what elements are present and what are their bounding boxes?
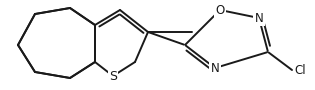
Text: Cl: Cl: [294, 64, 306, 76]
Text: S: S: [109, 69, 117, 83]
Text: N: N: [255, 12, 263, 24]
Text: O: O: [215, 4, 225, 16]
Text: N: N: [211, 61, 219, 75]
